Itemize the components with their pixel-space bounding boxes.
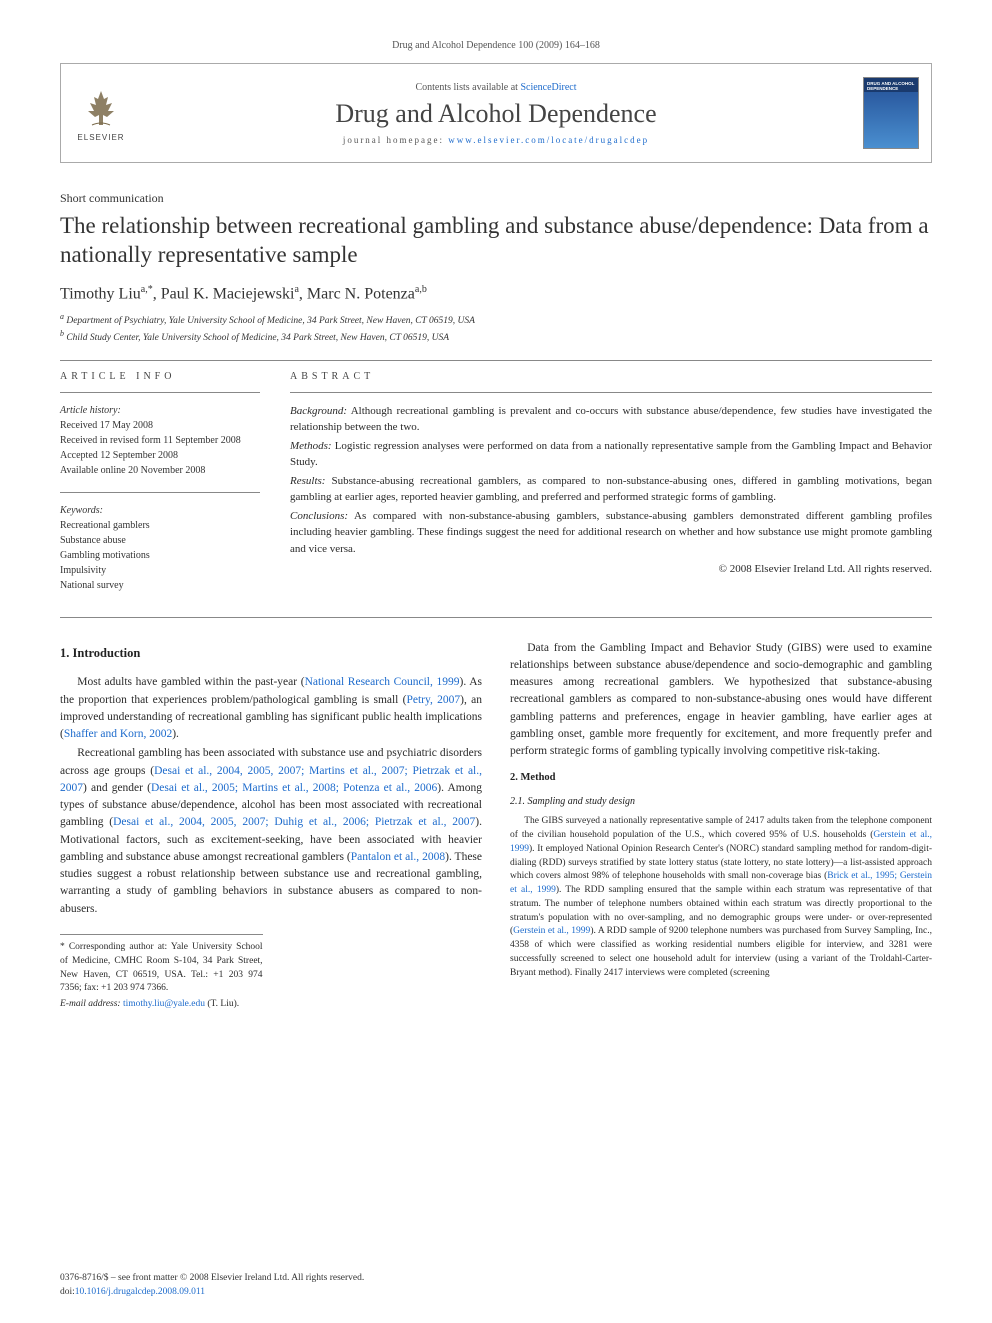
author-2-sup: a — [294, 284, 298, 295]
keyword-2: Substance abuse — [60, 533, 260, 548]
body-two-column: 1. Introduction Most adults have gambled… — [60, 640, 932, 1012]
rule-keywords — [60, 492, 260, 493]
corr-author: * Corresponding author at: Yale Universi… — [60, 941, 263, 996]
journal-name: Drug and Alcohol Dependence — [335, 99, 656, 129]
journal-cover-block: DRUG AND ALCOHOL DEPENDENCE — [851, 64, 931, 162]
author-3-sup: a,b — [415, 284, 427, 295]
corr-email-line: E-mail address: timothy.liu@yale.edu (T.… — [60, 998, 263, 1012]
footer-doi-line: doi:10.1016/j.drugalcdep.2008.09.011 — [60, 1286, 932, 1299]
homepage-line: journal homepage: www.elsevier.com/locat… — [343, 135, 649, 145]
publisher-logo-block: ELSEVIER — [61, 64, 141, 162]
intro-p1: Most adults have gambled within the past… — [60, 674, 482, 743]
intro-heading: 1. Introduction — [60, 644, 482, 663]
p1d: ). — [172, 728, 179, 740]
corresponding-footnote: * Corresponding author at: Yale Universi… — [60, 934, 263, 1012]
running-head: Drug and Alcohol Dependence 100 (2009) 1… — [60, 40, 932, 51]
ref-link[interactable]: National Research Council, 1999 — [305, 676, 460, 688]
publisher-label: ELSEVIER — [77, 133, 124, 142]
affiliations: a Department of Psychiatry, Yale Univers… — [60, 311, 932, 346]
ref-link[interactable]: Pantalon et al., 2008 — [351, 851, 445, 863]
email-link[interactable]: timothy.liu@yale.edu — [123, 999, 205, 1009]
history-revised: Received in revised form 11 September 20… — [60, 433, 260, 448]
m1a: The GIBS surveyed a nationally represent… — [510, 816, 932, 840]
elsevier-tree-icon — [78, 85, 124, 131]
sciencedirect-link[interactable]: ScienceDirect — [520, 82, 576, 93]
author-1-sup: a,* — [141, 284, 153, 295]
history-received: Received 17 May 2008 — [60, 418, 260, 433]
method-p1: The GIBS surveyed a nationally represent… — [510, 815, 932, 980]
keywords-label: Keywords: — [60, 503, 260, 518]
contents-prefix: Contents lists available at — [415, 82, 520, 93]
info-abstract-row: ARTICLE INFO Article history: Received 1… — [60, 371, 932, 607]
abs-bg-label: Background: — [290, 405, 347, 417]
homepage-prefix: journal homepage: — [343, 135, 448, 145]
homepage-link[interactable]: www.elsevier.com/locate/drugalcdep — [448, 135, 649, 145]
abs-co: As compared with non-substance-abusing g… — [290, 510, 932, 555]
corr-label: * Corresponding author at: — [60, 942, 167, 952]
rule-top — [60, 360, 932, 361]
abstract-label: ABSTRACT — [290, 371, 932, 382]
abs-re-label: Results: — [290, 475, 325, 487]
article-title: The relationship between recreational ga… — [60, 212, 932, 270]
ref-link[interactable]: Desai et al., 2004, 2005, 2007; Duhig et… — [113, 816, 475, 828]
abstract-copyright: © 2008 Elsevier Ireland Ltd. All rights … — [290, 561, 932, 578]
abs-me: Logistic regression analyses were perfor… — [290, 440, 932, 469]
author-3: Marc N. Potenza — [307, 285, 415, 302]
banner-center: Contents lists available at ScienceDirec… — [141, 64, 851, 162]
history-label: Article history: — [60, 403, 260, 418]
intro-p2: Recreational gambling has been associate… — [60, 745, 482, 918]
affiliation-a: a Department of Psychiatry, Yale Univers… — [60, 311, 932, 328]
ref-link[interactable]: Gerstein et al., 1999 — [513, 926, 590, 936]
contents-available-line: Contents lists available at ScienceDirec… — [415, 82, 576, 93]
ref-link[interactable]: Desai et al., 2005; Martins et al., 2008… — [151, 782, 437, 794]
method-heading: 2. Method — [510, 770, 932, 786]
journal-cover-icon: DRUG AND ALCOHOL DEPENDENCE — [863, 77, 919, 149]
doi-link[interactable]: 10.1016/j.drugalcdep.2008.09.011 — [75, 1287, 205, 1297]
author-list: Timothy Liua,*, Paul K. Maciejewskia, Ma… — [60, 284, 932, 303]
method-subheading: 2.1. Sampling and study design — [510, 794, 932, 809]
keyword-5: National survey — [60, 578, 260, 593]
article-info-column: ARTICLE INFO Article history: Received 1… — [60, 371, 260, 607]
abs-me-label: Methods: — [290, 440, 332, 452]
journal-banner: ELSEVIER Contents lists available at Sci… — [60, 63, 932, 163]
affiliation-a-text: Department of Psychiatry, Yale Universit… — [66, 316, 475, 326]
author-1: Timothy Liu — [60, 285, 141, 302]
rule-info — [60, 392, 260, 393]
email-suffix: (T. Liu). — [205, 999, 239, 1009]
footer-line1: 0376-8716/$ – see front matter © 2008 El… — [60, 1272, 932, 1285]
keyword-4: Impulsivity — [60, 563, 260, 578]
page-footer: 0376-8716/$ – see front matter © 2008 El… — [60, 1272, 932, 1299]
article-history: Article history: Received 17 May 2008 Re… — [60, 403, 260, 478]
journal-cover-text: DRUG AND ALCOHOL DEPENDENCE — [867, 82, 915, 92]
abstract-column: ABSTRACT Background: Although recreation… — [290, 371, 932, 607]
abs-re: Substance-abusing recreational gamblers,… — [290, 475, 932, 504]
abstract-text: Background: Although recreational gambli… — [290, 403, 932, 578]
abs-co-label: Conclusions: — [290, 510, 348, 522]
keywords-block: Keywords: Recreational gamblers Substanc… — [60, 503, 260, 593]
keyword-3: Gambling motivations — [60, 548, 260, 563]
p2b: ) and gender ( — [83, 782, 151, 794]
article-info-label: ARTICLE INFO — [60, 371, 260, 382]
keyword-1: Recreational gamblers — [60, 518, 260, 533]
rule-abstract — [290, 392, 932, 393]
ref-link[interactable]: Petry, 2007 — [406, 694, 460, 706]
intro-p3: Data from the Gambling Impact and Behavi… — [510, 640, 932, 761]
email-label: E-mail address: — [60, 999, 123, 1009]
history-online: Available online 20 November 2008 — [60, 463, 260, 478]
affiliation-b-text: Child Study Center, Yale University Scho… — [66, 333, 449, 343]
rule-bottom — [60, 617, 932, 618]
p1a: Most adults have gambled within the past… — [77, 676, 304, 688]
author-2: Paul K. Maciejewski — [161, 285, 295, 302]
article-type: Short communication — [60, 191, 932, 206]
history-accepted: Accepted 12 September 2008 — [60, 448, 260, 463]
abs-bg: Although recreational gambling is preval… — [290, 405, 932, 434]
ref-link[interactable]: Shaffer and Korn, 2002 — [64, 728, 172, 740]
affiliation-b: b Child Study Center, Yale University Sc… — [60, 328, 932, 345]
doi-label: doi: — [60, 1287, 75, 1297]
